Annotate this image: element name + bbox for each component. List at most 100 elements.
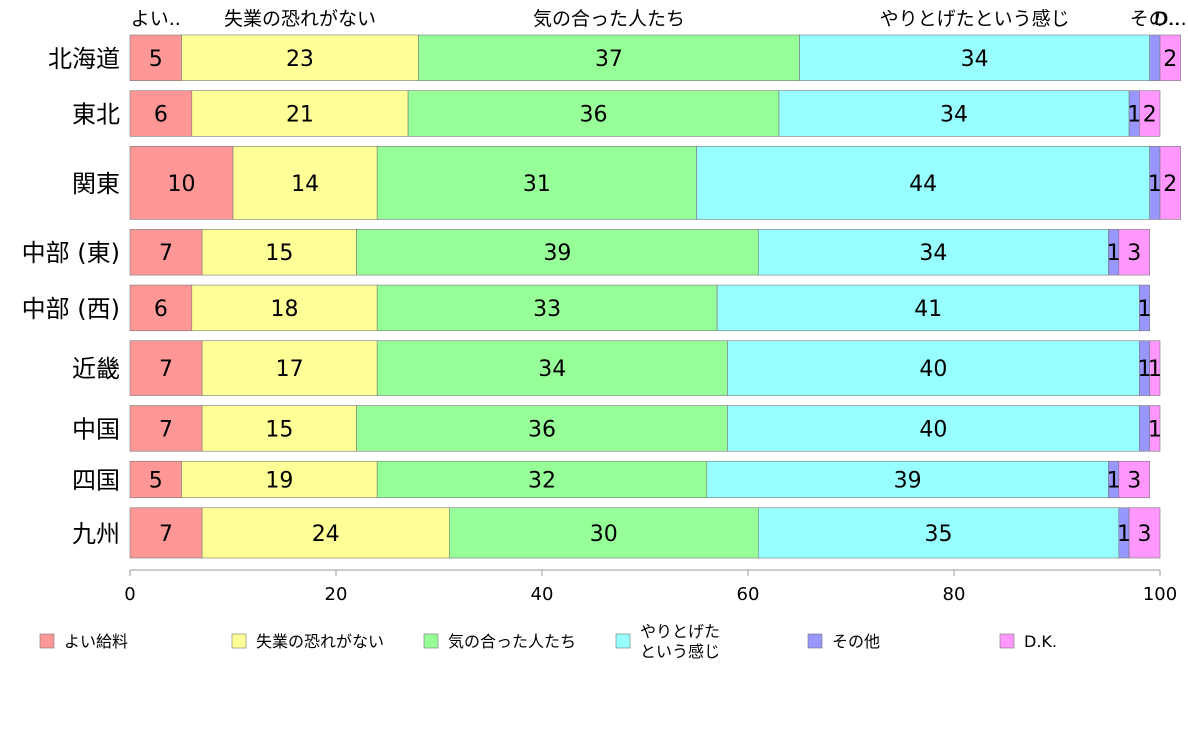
bar-row: 5 19 32 39 1 3	[129, 460, 1151, 499]
legend-item-6: D.K.	[999, 632, 1057, 651]
bar-row: 7 15 39 34 1 3	[129, 229, 1151, 276]
bar-segment	[1159, 34, 1181, 81]
data-label: 10	[168, 172, 196, 197]
data-label: 7	[159, 357, 173, 382]
legend-swatch	[615, 633, 631, 649]
series-header-label: やりとげたという感じ	[880, 8, 1070, 30]
bar-segment	[1149, 340, 1161, 396]
data-label: 41	[914, 297, 942, 322]
bar-segment	[129, 284, 193, 332]
bar-segment	[191, 90, 409, 137]
legend-item-4: やりとげたという感じ	[615, 622, 720, 661]
bar-segment	[727, 405, 1140, 452]
bar-segment	[376, 460, 708, 499]
data-label: 36	[528, 417, 556, 442]
data-label: 1	[1148, 172, 1162, 197]
data-label: 34	[538, 357, 566, 382]
bar-segment	[1139, 284, 1151, 332]
series-header-label: 気の合った人たち	[533, 8, 685, 30]
bar-segment	[201, 340, 378, 396]
bar-segment	[407, 90, 780, 137]
legend-label: という感じ	[640, 642, 720, 661]
bar-segment	[778, 90, 1130, 137]
data-label: 34	[961, 47, 989, 72]
data-label: 5	[149, 468, 163, 493]
data-label: 35	[925, 522, 953, 547]
category-label: 九州	[72, 520, 120, 548]
data-label: 7	[159, 522, 173, 547]
data-label: 1	[1107, 468, 1121, 493]
data-label: 6	[154, 103, 168, 128]
data-label: 15	[265, 241, 293, 266]
data-label: 15	[265, 417, 293, 442]
data-label: 30	[590, 522, 618, 547]
bar-segment	[1118, 229, 1151, 276]
data-label: 17	[276, 357, 304, 382]
x-tick-label: 40	[531, 584, 554, 605]
bar-row: 7 17 34 40 11	[129, 340, 1162, 396]
data-label: 21	[286, 103, 314, 128]
data-label: 5	[149, 47, 163, 72]
legend-label: よい給料	[64, 632, 128, 651]
data-label: 33	[533, 297, 561, 322]
bar-segment	[1149, 405, 1161, 452]
bar-segment	[201, 229, 357, 276]
bar-segment	[799, 34, 1151, 81]
data-label: 3	[1127, 468, 1141, 493]
x-tick-label: 80	[943, 584, 966, 605]
bar-segment	[1128, 507, 1161, 559]
legend-swatch	[231, 633, 247, 649]
data-label: 32	[528, 468, 556, 493]
category-label: 中部 (西)	[22, 295, 120, 323]
legend-swatch	[423, 633, 439, 649]
data-label: 1	[1117, 522, 1131, 547]
data-label: 37	[595, 47, 623, 72]
data-label: 34	[919, 241, 947, 266]
bar-segment	[129, 340, 203, 396]
bar-segment	[129, 229, 203, 276]
data-label: 31	[523, 172, 551, 197]
bar-segment	[696, 146, 1151, 220]
bar-segment	[129, 90, 193, 137]
data-label: 7	[159, 241, 173, 266]
bar-segment	[757, 229, 1109, 276]
data-label: 3	[1138, 522, 1152, 547]
legend-swatch	[39, 633, 55, 649]
series-header-labels: よい.. 失業の恐れがない 気の合った人たち やりとげたという感じ その..D...	[131, 8, 1187, 30]
data-label: 34	[940, 103, 968, 128]
category-label: 北海道	[48, 45, 120, 73]
x-tick-label: 60	[737, 584, 760, 605]
x-tick-label: 20	[325, 584, 348, 605]
x-axis: 0 20 40 60 80 100	[124, 569, 1177, 605]
category-label: 四国	[72, 466, 120, 494]
bar-row: 7 24 30 35 1 3	[129, 507, 1161, 559]
bar-segment	[181, 460, 378, 499]
data-label: 24	[312, 522, 340, 547]
x-tick-label: 100	[1143, 584, 1177, 605]
bar-row: 7 15 36 40 1	[129, 405, 1162, 452]
data-label: 7	[159, 417, 173, 442]
bar-segment	[232, 146, 378, 220]
bar-segment	[129, 405, 203, 452]
bar-segment	[448, 507, 759, 559]
data-label: 18	[271, 297, 299, 322]
data-label: 1	[1148, 357, 1162, 382]
bar-segment	[716, 284, 1140, 332]
category-label: 近畿	[72, 355, 120, 383]
data-label: 23	[286, 47, 314, 72]
data-label: 2	[1143, 103, 1157, 128]
bar-row: 6 18 33 41 1	[129, 284, 1152, 332]
data-label: 39	[543, 241, 571, 266]
bar-segment	[1159, 146, 1181, 220]
category-label: 東北	[72, 101, 120, 129]
data-label: 1	[1138, 297, 1152, 322]
legend-label: D.K.	[1024, 632, 1057, 651]
bars: 5 23 37 34 26 21 36 34 1 210 14 31 44 1 27 15 39 34 1 36 18 3…	[129, 34, 1181, 559]
data-label: 39	[894, 468, 922, 493]
legend-label: 失業の恐れがない	[256, 632, 384, 651]
bar-segment	[1118, 460, 1151, 499]
bar-segment	[1139, 90, 1161, 137]
category-label: 関東	[72, 170, 120, 198]
